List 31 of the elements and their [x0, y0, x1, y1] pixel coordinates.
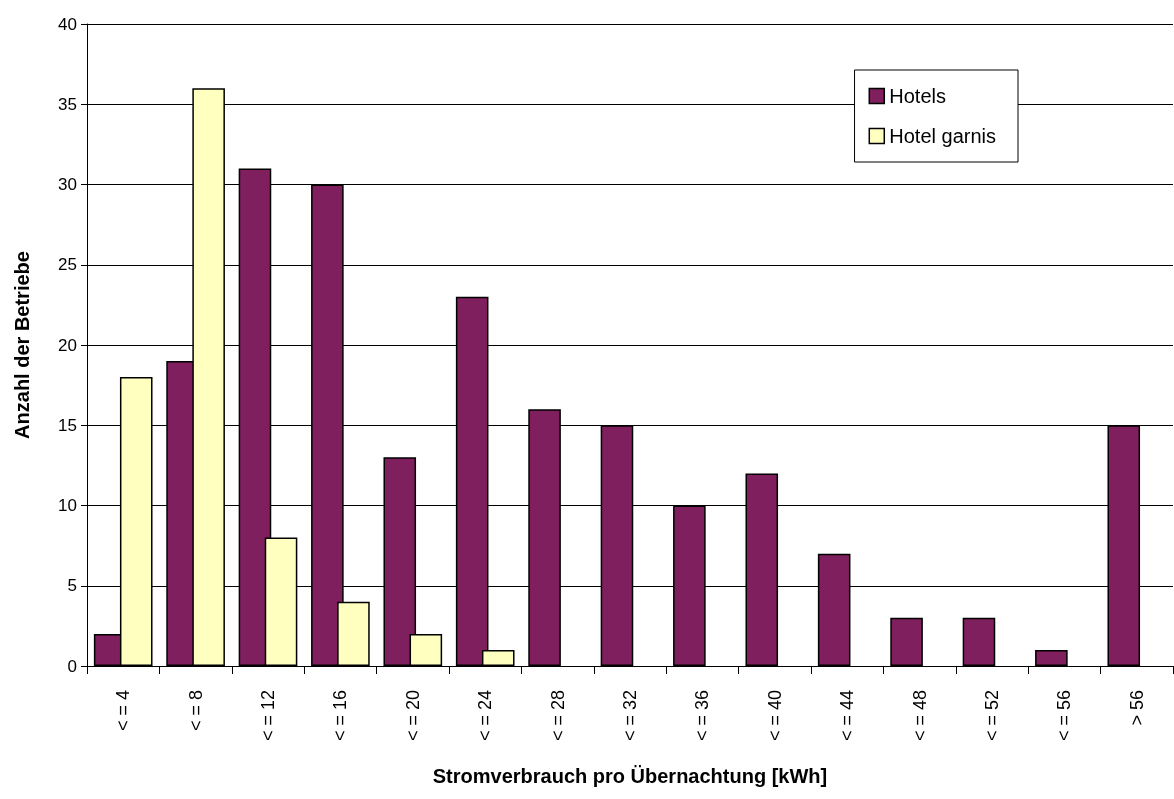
x-tick-label: < = 28 — [547, 690, 568, 742]
y-tick-label: 35 — [58, 94, 77, 114]
x-tick-label: < = 8 — [185, 690, 206, 732]
x-tick-label: < = 40 — [764, 690, 785, 742]
x-tick-label: < = 32 — [620, 690, 640, 742]
x-tick-label: < = 44 — [837, 690, 858, 742]
legend-label: Hotel garnis — [889, 125, 996, 147]
legend-label: Hotels — [889, 85, 946, 107]
y-tick-label: 20 — [58, 335, 77, 355]
x-tick-label: < = 16 — [330, 690, 351, 742]
x-tick-label: < = 52 — [982, 690, 1002, 742]
x-tick-label: < = 20 — [402, 690, 423, 742]
bar — [890, 617, 923, 666]
x-tick-label: < = 4 — [113, 690, 134, 732]
y-tick-label: 40 — [58, 14, 77, 34]
y-tick-label: 25 — [58, 255, 77, 275]
y-tick-label: 30 — [58, 175, 77, 194]
x-tick-label: < = 24 — [475, 690, 496, 742]
x-axis-title: Stromverbrauch pro Übernachtung [kWh] — [432, 765, 828, 787]
y-tick-label: 0 — [67, 656, 77, 676]
y-tick-label: 5 — [67, 576, 77, 596]
x-tick-label: < = 36 — [692, 690, 713, 742]
bar — [962, 617, 996, 666]
x-tick-label: < = 12 — [258, 690, 278, 742]
bar — [1035, 649, 1068, 666]
y-tick-label: 10 — [58, 496, 77, 515]
x-tick-label: > 56 — [1126, 690, 1147, 726]
y-axis-title: Anzahl der Betriebe — [11, 251, 33, 439]
x-tick-label: < = 56 — [1054, 690, 1075, 742]
x-tick-label: < = 48 — [909, 690, 930, 742]
y-tick-label: 15 — [58, 415, 77, 435]
